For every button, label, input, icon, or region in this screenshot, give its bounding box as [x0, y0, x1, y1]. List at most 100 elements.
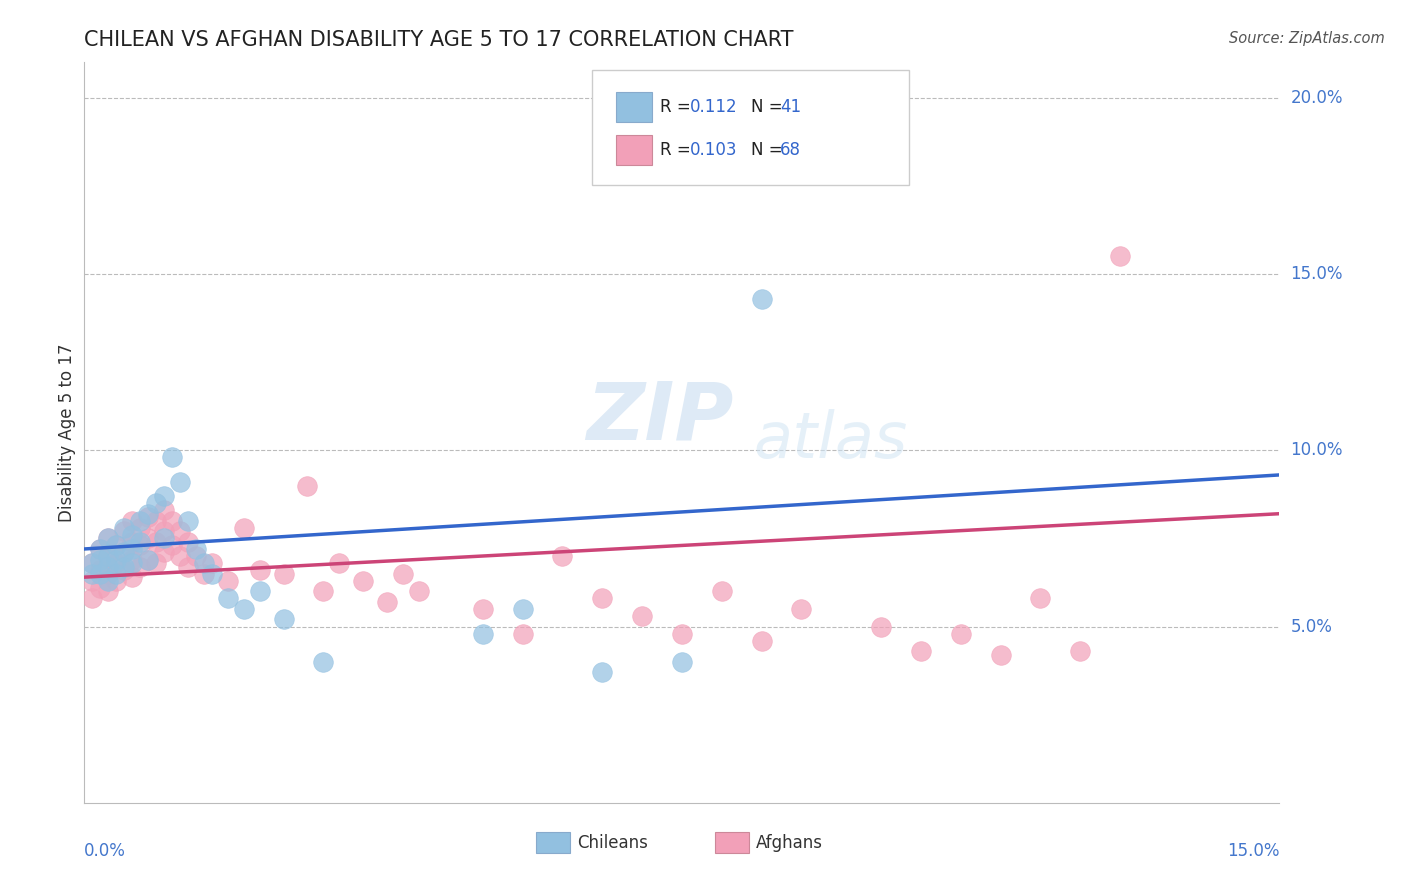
Point	[591, 591, 613, 606]
Point	[112, 545, 135, 559]
Point	[136, 552, 159, 566]
Point	[184, 541, 207, 556]
Point	[193, 556, 215, 570]
Point	[352, 574, 374, 588]
Text: R =: R =	[661, 98, 696, 116]
Text: N =: N =	[751, 141, 789, 159]
Point	[273, 566, 295, 581]
Point	[105, 556, 128, 570]
Text: Afghans: Afghans	[756, 834, 823, 852]
Point	[136, 552, 159, 566]
Point	[82, 591, 104, 606]
FancyBboxPatch shape	[592, 70, 910, 185]
Point	[232, 521, 254, 535]
Text: 0.0%: 0.0%	[84, 842, 127, 860]
Point	[328, 556, 350, 570]
Point	[751, 292, 773, 306]
Point	[97, 549, 120, 563]
Point	[193, 566, 215, 581]
Point	[121, 535, 143, 549]
Point	[129, 535, 152, 549]
Point	[910, 644, 932, 658]
Text: 0.112: 0.112	[690, 98, 738, 116]
Point	[217, 574, 239, 588]
Point	[297, 478, 319, 492]
Text: CHILEAN VS AFGHAN DISABILITY AGE 5 TO 17 CORRELATION CHART: CHILEAN VS AFGHAN DISABILITY AGE 5 TO 17…	[84, 29, 794, 50]
Text: ZIP: ZIP	[586, 379, 734, 457]
Point	[217, 591, 239, 606]
Y-axis label: Disability Age 5 to 17: Disability Age 5 to 17	[58, 343, 76, 522]
Point	[89, 581, 111, 595]
Point	[89, 541, 111, 556]
Point	[145, 496, 167, 510]
Point	[136, 532, 159, 546]
Point	[201, 556, 224, 570]
Point	[145, 514, 167, 528]
Point	[112, 545, 135, 559]
Point	[184, 549, 207, 563]
Point	[97, 532, 120, 546]
Point	[990, 648, 1012, 662]
Point	[112, 559, 135, 574]
Point	[249, 563, 271, 577]
Point	[121, 541, 143, 556]
FancyBboxPatch shape	[616, 135, 652, 165]
Point	[177, 559, 200, 574]
Point	[249, 584, 271, 599]
Point	[89, 566, 111, 581]
Point	[97, 559, 120, 574]
Point	[129, 538, 152, 552]
Point	[177, 535, 200, 549]
Text: Source: ZipAtlas.com: Source: ZipAtlas.com	[1229, 31, 1385, 46]
Point	[82, 566, 104, 581]
Point	[710, 584, 733, 599]
Point	[89, 541, 111, 556]
Text: 41: 41	[780, 98, 801, 116]
Text: 15.0%: 15.0%	[1227, 842, 1279, 860]
Point	[105, 538, 128, 552]
Point	[375, 595, 398, 609]
Point	[97, 584, 120, 599]
Point	[790, 602, 813, 616]
Point	[105, 552, 128, 566]
Point	[121, 552, 143, 566]
Point	[153, 503, 176, 517]
Point	[121, 528, 143, 542]
Text: 5.0%: 5.0%	[1291, 617, 1333, 635]
Point	[671, 626, 693, 640]
Point	[169, 475, 191, 489]
Point	[408, 584, 430, 599]
Text: atlas: atlas	[754, 409, 908, 471]
Point	[870, 619, 893, 633]
Text: 10.0%: 10.0%	[1291, 442, 1343, 459]
Text: 20.0%: 20.0%	[1291, 88, 1343, 107]
Point	[551, 549, 574, 563]
Point	[145, 556, 167, 570]
Point	[136, 507, 159, 521]
Point	[1029, 591, 1052, 606]
Point	[121, 570, 143, 584]
Text: Chileans: Chileans	[576, 834, 648, 852]
Point	[153, 545, 176, 559]
Point	[471, 602, 494, 616]
Point	[312, 584, 335, 599]
Point	[153, 524, 176, 539]
Point	[105, 574, 128, 588]
Point	[177, 514, 200, 528]
Text: 15.0%: 15.0%	[1291, 265, 1343, 283]
Point	[1069, 644, 1091, 658]
Point	[1109, 249, 1132, 263]
Point	[312, 655, 335, 669]
FancyBboxPatch shape	[616, 92, 652, 121]
Point	[136, 510, 159, 524]
Point	[153, 532, 176, 546]
Point	[89, 552, 111, 566]
Point	[112, 521, 135, 535]
Point	[97, 532, 120, 546]
Point	[471, 626, 494, 640]
Point	[153, 489, 176, 503]
Point	[129, 514, 152, 528]
Point	[105, 566, 128, 581]
Point	[169, 524, 191, 539]
Point	[89, 563, 111, 577]
